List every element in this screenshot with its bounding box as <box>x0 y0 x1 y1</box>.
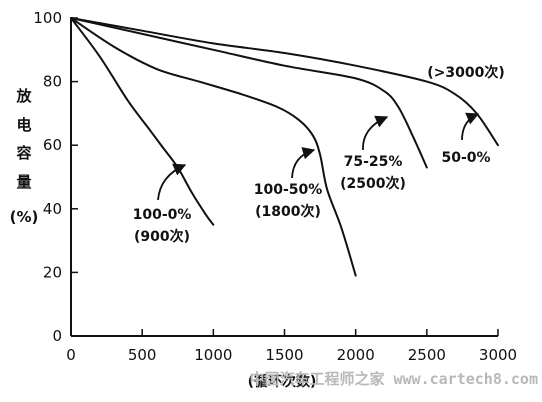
y-axis-label-unit: (%) <box>10 208 39 226</box>
label-arrow-3 <box>362 115 389 151</box>
y-axis-label-char-1: 放 <box>15 87 32 105</box>
series-labels: 100-0% (900次) 100-50% (1800次) 75-25% (2500次) 5… <box>133 64 505 245</box>
y-axis-label-char-2: 电 <box>16 116 31 134</box>
y-axis-label-char-3: 容 <box>15 144 31 162</box>
label-arrows <box>157 112 480 201</box>
series-label-4-line-2: (>3000次) <box>427 64 505 81</box>
series-label-1-line-1: 100-0% <box>133 207 192 223</box>
watermark: 中国汽车工程师之家 www.cartech8.com <box>249 370 538 388</box>
x-tick-label: 0 <box>66 346 76 364</box>
y-tick-label: 20 <box>43 263 62 281</box>
series-label-3-line-1: 75-25% <box>344 154 403 170</box>
x-tick-label: 1500 <box>265 346 303 364</box>
x-axis-label: (循环次数) <box>248 373 317 390</box>
y-tick-label: 100 <box>33 9 62 27</box>
x-tick-label: 2000 <box>337 346 375 364</box>
label-arrow-1 <box>157 163 187 201</box>
axis-ticks: 0 500 1000 1500 2000 2500 3000 0 20 40 60 80 100 <box>33 9 517 364</box>
y-axis-label-char-4: 量 <box>16 173 31 191</box>
x-tick-label: 2500 <box>408 346 446 364</box>
y-tick-label: 60 <box>43 136 62 154</box>
series-lines <box>70 17 499 277</box>
y-tick-label: 80 <box>43 73 62 91</box>
label-arrow-2 <box>291 147 316 179</box>
series-label-2-line-2: (1800次) <box>255 203 321 220</box>
y-axis-label: 放 电 容 量 (%) <box>10 87 39 226</box>
label-arrow-4 <box>461 112 480 141</box>
y-tick-label: 40 <box>43 200 62 218</box>
series-line-4 <box>70 17 499 147</box>
y-tick-label: 0 <box>52 327 62 345</box>
x-tick-label: 500 <box>128 346 157 364</box>
series-label-4-line-1: 50-0% <box>441 150 490 166</box>
series-line-2 <box>70 17 357 277</box>
series-line-3 <box>70 17 428 169</box>
x-tick-label: 1000 <box>194 346 232 364</box>
series-label-2-line-1: 100-50% <box>254 182 323 198</box>
series-label-1-line-2: (900次) <box>134 228 190 245</box>
series-line-1 <box>70 17 215 226</box>
x-tick-label: 3000 <box>479 346 517 364</box>
series-label-3-line-2: (2500次) <box>340 175 406 192</box>
